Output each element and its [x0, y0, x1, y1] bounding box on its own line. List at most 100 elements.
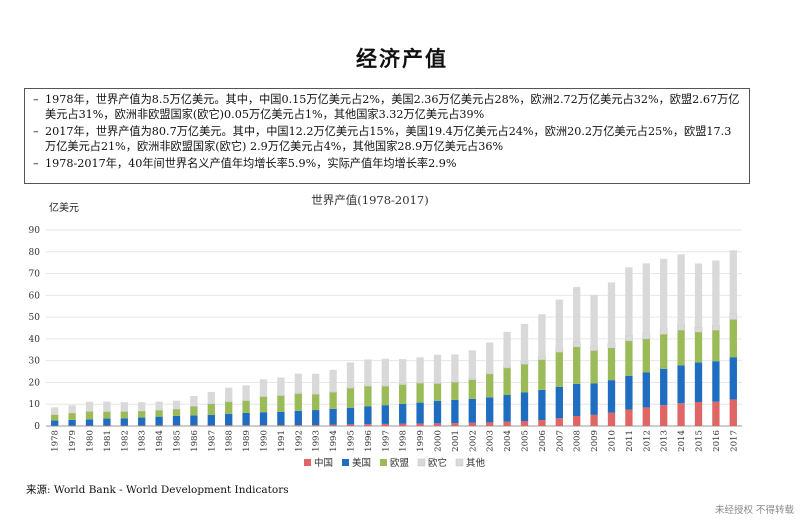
bar-segment-其他-2013 [660, 258, 668, 329]
x-tick-label: 1991 [277, 430, 287, 452]
bar-segment-欧它-2016 [712, 325, 720, 331]
y-tick-label: 60 [29, 291, 41, 301]
bar-segment-其他-2000 [433, 354, 442, 383]
y-tick-label: 20 [29, 378, 41, 388]
bar-segment-美国-1996 [364, 406, 372, 425]
bar-segment-其他-2006 [538, 314, 546, 357]
bar-segment-美国-2017 [729, 357, 737, 400]
bar-segment-其他-1994 [329, 369, 337, 392]
bar-segment-其他-1988 [225, 387, 233, 402]
summary-item-2017: – 2017年，世界产值为80.7万亿美元。其中，中国12.2万亿美元占15%，… [33, 125, 741, 154]
bar-segment-其他-2014 [677, 254, 685, 325]
x-tick-label: 1982 [120, 430, 130, 452]
bar-segment-欧盟-1993 [312, 394, 320, 411]
x-tick-label: 2007 [555, 430, 565, 452]
bullet-dash: – [33, 125, 39, 139]
bar-segment-欧盟-2014 [677, 330, 685, 366]
bar-segment-中国-1999 [416, 423, 424, 426]
x-tick-label: 1983 [138, 430, 148, 452]
bar-segment-美国-2000 [433, 400, 442, 424]
bar-segment-中国-1990 [259, 425, 268, 426]
bar-segment-其他-1981 [103, 401, 111, 412]
bar-segment-中国-2012 [642, 407, 650, 426]
bar-segment-欧它-1992 [294, 392, 303, 394]
legend-label-欧它: 欧它 [428, 457, 447, 469]
page-title: 经济产值 [356, 46, 448, 71]
x-tick-label: 1988 [225, 430, 235, 452]
x-tick-label: 1998 [399, 430, 409, 452]
bar-segment-中国-1998 [399, 423, 407, 426]
bar-segment-中国-1985 [172, 425, 181, 426]
bar-segment-美国-1998 [399, 403, 407, 424]
legend-swatch-其他 [455, 458, 464, 467]
bar-segment-中国-1984 [155, 425, 163, 426]
bar-segment-欧它-1998 [398, 383, 407, 385]
bar-segment-其他-2001 [451, 354, 459, 382]
bar-segment-欧盟-2003 [486, 374, 494, 398]
bar-segment-其他-1979 [68, 405, 76, 413]
summary-item-growth: – 1978-2017年，40年间世界名义产值年均增长率5.9%，实际产值年均增… [33, 157, 741, 172]
y-tick-label: 30 [29, 357, 41, 367]
bar-segment-美国-2012 [642, 372, 650, 408]
bar-segment-其他-1997 [381, 358, 389, 385]
x-tick-label: 1999 [416, 430, 426, 452]
bar-segment-中国-2017 [729, 399, 737, 426]
bar-segment-欧盟-1983 [138, 411, 146, 418]
bar-segment-欧盟-2015 [694, 332, 703, 363]
legend-label-美国: 美国 [352, 457, 371, 469]
bar-segment-其他-2002 [468, 350, 476, 379]
legend-label-欧盟: 欧盟 [390, 457, 410, 469]
bar-segment-其他-1995 [346, 362, 355, 387]
summary-text: 2017年，世界产值为80.7万亿美元。其中，中国12.2万亿美元占15%，美国… [45, 125, 732, 153]
bar-segment-美国-2007 [555, 386, 563, 419]
bar-segment-其他-2005 [520, 323, 529, 362]
bar-segment-其他-1986 [190, 395, 198, 407]
bar-segment-美国-1980 [85, 419, 94, 426]
bar-segment-其他-2003 [486, 342, 494, 373]
bar-segment-中国-2003 [486, 422, 494, 426]
bar-segment-美国-1989 [242, 412, 250, 426]
y-tick-label: 70 [29, 270, 41, 280]
bar-segment-美国-1993 [312, 410, 320, 426]
bar-segment-其他-1992 [294, 373, 302, 393]
x-tick-label: 1994 [329, 429, 339, 451]
bar-segment-欧它-1996 [364, 384, 372, 387]
summary-item-1978: – 1978年，世界产值为8.5万亿美元。其中，中国0.15万亿美元占2%，美国… [33, 93, 741, 122]
bar-segment-美国-2002 [468, 398, 476, 423]
bar-segment-其他-1990 [259, 379, 268, 397]
bar-segment-其他-1989 [242, 385, 250, 401]
bar-segment-美国-2014 [677, 365, 685, 404]
bar-segment-欧盟-1995 [346, 388, 355, 408]
bar-segment-美国-1994 [329, 408, 337, 425]
bar-segment-其他-1999 [416, 357, 424, 383]
bar-segment-美国-2001 [451, 399, 459, 424]
bar-segment-中国-1992 [294, 425, 302, 426]
bar-segment-美国-1983 [138, 417, 146, 426]
bar-segment-美国-2015 [694, 362, 703, 403]
bar-segment-中国-2013 [660, 405, 668, 426]
x-tick-label: 2006 [538, 430, 548, 452]
bar-segment-欧盟-1998 [399, 384, 407, 404]
bullet-dash: – [33, 157, 39, 171]
bar-segment-其他-2012 [642, 263, 650, 334]
bar-segment-欧盟-1991 [277, 395, 285, 412]
bar-segment-中国-2016 [712, 401, 720, 426]
y-tick-label: 80 [29, 248, 41, 258]
bar-segment-其他-1978 [51, 407, 59, 415]
x-tick-label: 2000 [434, 430, 444, 452]
bar-segment-中国-2015 [694, 402, 703, 426]
bar-segment-其他-1982 [120, 402, 128, 412]
bar-segment-欧它-2017 [729, 312, 738, 320]
bar-segment-欧它-1994 [329, 391, 337, 393]
bar-segment-欧盟-1987 [207, 403, 215, 415]
x-tick-label: 2015 [695, 430, 705, 452]
bar-segment-欧盟-2012 [642, 338, 650, 373]
bar-segment-其他-1991 [277, 377, 285, 395]
bar-segment-其他-2016 [712, 260, 720, 326]
bar-segment-欧盟-1986 [190, 406, 198, 416]
bar-segment-美国-1995 [346, 407, 355, 425]
bar-segment-欧盟-2010 [607, 347, 616, 381]
bar-segment-欧盟-1979 [68, 413, 76, 420]
bar-segment-欧盟-1997 [381, 386, 389, 406]
bar-segment-中国-1983 [138, 425, 146, 426]
